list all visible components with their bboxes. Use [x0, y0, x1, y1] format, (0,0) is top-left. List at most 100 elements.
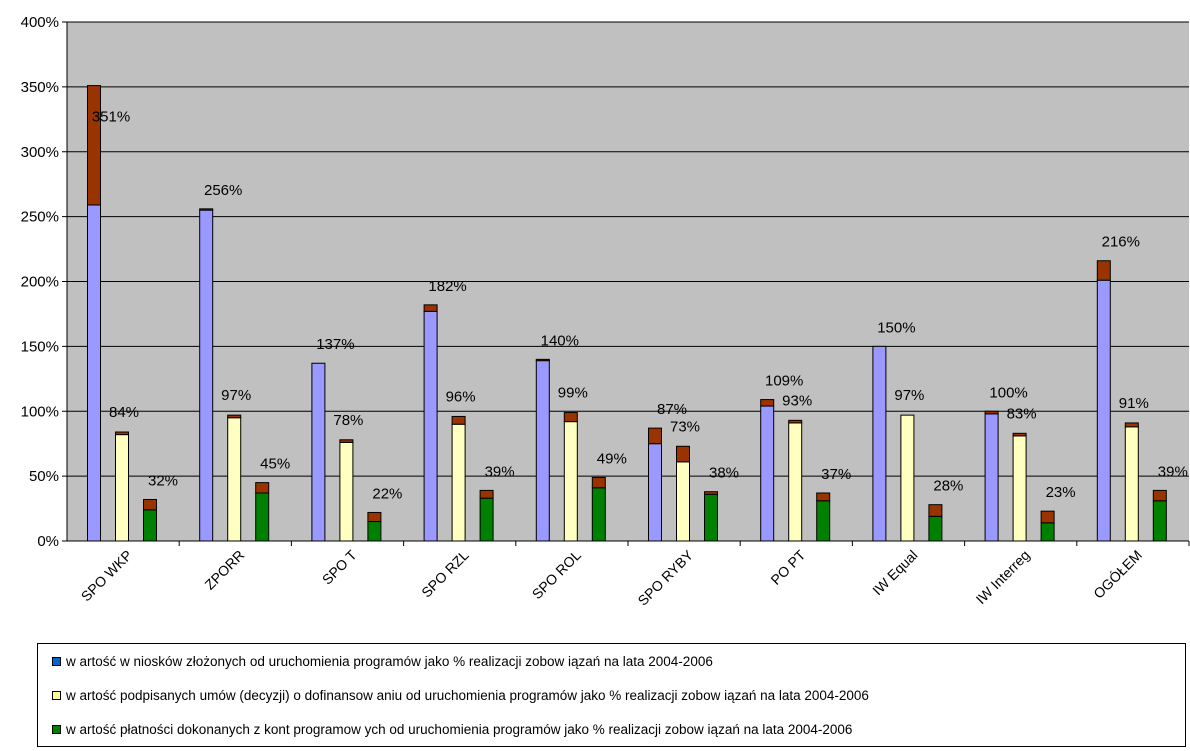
bar-excess-segment — [339, 439, 354, 443]
bar-excess-segment — [255, 482, 270, 494]
data-label: 78% — [333, 412, 363, 429]
bar-excess-segment — [367, 511, 382, 523]
bar-excess-segment — [816, 492, 831, 502]
bar-applications — [535, 360, 550, 542]
data-label: 256% — [204, 182, 242, 199]
data-label: 97% — [221, 387, 251, 404]
x-axis-tick-marks — [178, 541, 1190, 546]
bar-excess-segment — [535, 358, 550, 362]
bar-excess-segment — [479, 489, 494, 499]
x-axis-category-labels: SPO WKP ZPORR SPO T SPO RZL SPO ROL SPO RYBY P… — [78, 546, 1145, 608]
data-label: 23% — [1046, 484, 1076, 501]
legend-item-payments: w artość płatności dokonanych z kont pro… — [52, 722, 852, 737]
data-label: 22% — [372, 485, 402, 502]
bar-applications — [760, 405, 775, 542]
bar-payments — [143, 509, 157, 542]
bar-excess-segment — [423, 304, 438, 312]
data-label: 351% — [92, 109, 130, 126]
bar-contracts — [788, 422, 803, 542]
category-label: OGÓŁEM — [1090, 547, 1145, 602]
bar-contracts — [563, 421, 578, 542]
bar-excess-segment — [760, 399, 775, 407]
data-label: 91% — [1119, 395, 1149, 412]
bar-excess-segment — [788, 419, 803, 424]
bar-applications — [1096, 279, 1111, 542]
bar-excess-segment — [143, 498, 157, 511]
bar-applications — [872, 345, 887, 542]
data-label: 140% — [541, 332, 579, 349]
bar-contracts — [676, 461, 690, 542]
bar-payments — [479, 497, 494, 542]
bar-excess-segment — [1096, 260, 1111, 281]
data-label: 137% — [316, 336, 354, 353]
category-label: IW Equal — [869, 547, 920, 598]
category-label: SPO RZL — [418, 547, 472, 601]
bar-excess-segment — [1124, 422, 1139, 428]
bar-contracts — [1124, 426, 1139, 542]
legend-swatch-applications — [52, 657, 61, 666]
data-label: 99% — [558, 385, 588, 402]
legend-swatch-payments — [52, 725, 61, 734]
bar-payments — [591, 487, 606, 542]
data-label: 38% — [709, 465, 739, 482]
data-label: 32% — [148, 472, 178, 489]
bar-payments — [704, 493, 718, 542]
bar-payments — [1152, 500, 1167, 542]
bar-excess-segment — [451, 415, 466, 425]
data-label: 37% — [821, 466, 851, 483]
bar-applications — [648, 443, 662, 542]
data-label: 97% — [894, 387, 924, 404]
bar-applications — [87, 204, 101, 542]
data-label: 182% — [428, 278, 466, 295]
category-label: SPO WKP — [78, 547, 136, 605]
bar-excess-segment — [984, 410, 999, 415]
legend-label-payments: w artość płatności dokonanych z kont pro… — [66, 722, 853, 737]
bar-payments — [928, 515, 943, 542]
bar-contracts — [339, 441, 354, 542]
bar-excess-segment — [704, 491, 718, 495]
y-tick-label: 100% — [21, 403, 59, 420]
legend-label-contracts: w artość podpisanych umów (decyzji) o do… — [66, 688, 869, 703]
bar-applications — [311, 362, 326, 542]
y-tick-label: 250% — [21, 209, 59, 226]
y-axis-tick-labels: 0% 50% 100% 150% 200% 250% 300% 350% 400% — [21, 14, 67, 550]
legend-item-applications: w artość w niosków złożonych od uruchomi… — [52, 654, 713, 669]
gridlines — [67, 21, 1189, 477]
bar-excess-segment — [1152, 489, 1167, 502]
bar-excess-segment — [1012, 432, 1027, 437]
bar-excess-segment — [87, 85, 101, 206]
bar-applications — [199, 209, 214, 542]
bar-contracts — [227, 417, 242, 542]
bar-payments — [367, 521, 382, 542]
data-label: 73% — [670, 418, 700, 435]
category-label: IW Interreg — [973, 547, 1033, 607]
bar-payments — [1040, 522, 1055, 542]
bar-applications — [423, 310, 438, 542]
data-label: 45% — [260, 456, 290, 473]
y-tick-label: 0% — [37, 533, 59, 550]
bar-excess-segment — [591, 476, 606, 489]
bar-excess-segment — [115, 431, 129, 436]
bar-excess-segment — [928, 504, 943, 517]
y-tick-label: 300% — [21, 144, 59, 161]
data-label: 96% — [446, 388, 476, 405]
legend: w artość w niosków złożonych od uruchomi… — [37, 643, 1186, 747]
bar-contracts — [1012, 435, 1027, 542]
data-label: 216% — [1102, 234, 1140, 251]
y-tick-label: 350% — [21, 79, 59, 96]
category-label: SPO T — [319, 546, 360, 587]
category-label: SPO RYBY — [634, 546, 696, 608]
bar-excess-segment — [563, 412, 578, 423]
bar-payments — [816, 500, 831, 542]
chart: 0% 50% 100% 150% 200% 250% 300% 350% 400% 351% 84… — [21, 14, 1190, 609]
data-label: 93% — [782, 392, 812, 409]
data-label: 49% — [597, 450, 627, 467]
bar-payments — [255, 492, 270, 542]
category-label: ZPORR — [201, 547, 247, 593]
data-label: 84% — [109, 404, 139, 421]
y-tick-label: 200% — [21, 274, 59, 291]
bar-contracts — [900, 414, 915, 542]
bar-excess-segment — [1040, 510, 1055, 524]
data-label: 39% — [1158, 463, 1188, 480]
bar-contracts — [115, 434, 129, 542]
